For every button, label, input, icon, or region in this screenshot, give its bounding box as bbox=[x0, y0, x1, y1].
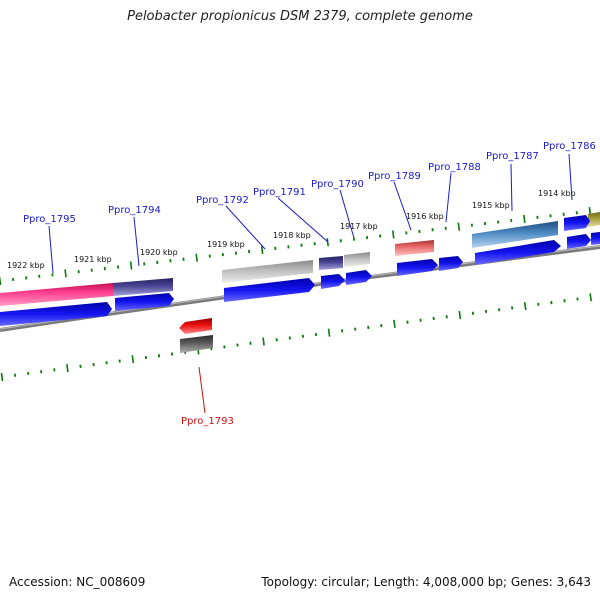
cds-arrow-ppro-1794[interactable] bbox=[115, 293, 174, 311]
major-tick bbox=[523, 302, 527, 311]
forward-scale-ticks bbox=[0, 207, 592, 286]
reverse-scale-ticks bbox=[0, 293, 592, 382]
label-leader-line bbox=[445, 172, 452, 223]
label-leader-line bbox=[198, 366, 206, 414]
major-tick bbox=[131, 355, 135, 364]
scale-label: 1916 kbp bbox=[406, 212, 444, 221]
cds-arrow-ppro-1790[interactable] bbox=[346, 270, 372, 285]
scale-label: 1919 kbp bbox=[207, 240, 245, 249]
major-tick bbox=[262, 337, 265, 346]
scale-label: 1917 kbp bbox=[340, 222, 378, 231]
label-leader-line bbox=[48, 225, 54, 274]
cds-arrow-ppro-1785[interactable] bbox=[591, 232, 600, 245]
major-tick bbox=[393, 319, 396, 328]
scale-label: 1920 kbp bbox=[140, 248, 178, 257]
label-leader-line bbox=[510, 163, 513, 212]
label-leader-line bbox=[225, 205, 266, 250]
gene-label-ppro-1787[interactable]: Ppro_1787 bbox=[486, 151, 539, 162]
feature-block-ppro-1793[interactable] bbox=[180, 335, 213, 353]
major-tick bbox=[457, 222, 461, 231]
cds-arrow-ppro-1791[interactable] bbox=[321, 274, 345, 289]
cds-arrow-ppro-1789[interactable] bbox=[397, 259, 438, 276]
major-tick bbox=[458, 310, 462, 320]
scale-label: 1921 kbp bbox=[74, 255, 112, 264]
cds-arrow-ppro-1795[interactable] bbox=[0, 302, 112, 326]
major-tick bbox=[129, 261, 133, 270]
gene-label-ppro-1789[interactable]: Ppro_1789 bbox=[368, 171, 421, 182]
gene-label-ppro-1786[interactable]: Ppro_1786 bbox=[543, 141, 596, 152]
cds-arrow-ppro-1793[interactable] bbox=[179, 318, 212, 334]
cds-arrow-ppro-1786-upper[interactable] bbox=[564, 215, 590, 231]
feature-block-ppro-1790[interactable] bbox=[344, 252, 370, 267]
accession-label: Accession: NC_008609 bbox=[9, 575, 146, 589]
major-tick bbox=[66, 364, 69, 373]
major-tick bbox=[589, 293, 592, 302]
major-tick bbox=[523, 214, 526, 223]
cds-arrow-ppro-1788[interactable] bbox=[439, 256, 463, 271]
feature-block-ppro-1787[interactable] bbox=[472, 221, 558, 248]
major-tick bbox=[195, 253, 198, 262]
major-tick bbox=[392, 230, 395, 239]
major-tick bbox=[327, 328, 331, 337]
major-tick bbox=[0, 276, 2, 286]
genome-summary: Topology: circular; Length: 4,008,000 bp… bbox=[261, 575, 591, 589]
label-leader-line bbox=[277, 197, 329, 243]
scale-label: 1918 kbp bbox=[273, 231, 311, 240]
feature-block-ppro-1795[interactable] bbox=[0, 283, 113, 306]
major-tick bbox=[64, 269, 67, 278]
gene-label-ppro-1794[interactable]: Ppro_1794 bbox=[108, 205, 161, 216]
major-tick bbox=[260, 245, 264, 254]
cds-arrow-ppro-1787[interactable] bbox=[475, 240, 561, 265]
gene-label-ppro-1793[interactable]: Ppro_1793 bbox=[181, 416, 234, 427]
cds-arrow-ppro-1792[interactable] bbox=[224, 278, 315, 302]
feature-block-ppro-1786[interactable] bbox=[588, 212, 600, 227]
feature-block-ppro-1792[interactable] bbox=[222, 260, 313, 283]
gene-label-ppro-1788[interactable]: Ppro_1788 bbox=[428, 162, 481, 173]
gene-label-ppro-1795[interactable]: Ppro_1795 bbox=[23, 214, 76, 225]
feature-block-ppro-1794[interactable] bbox=[113, 278, 173, 296]
label-leader-line bbox=[133, 216, 140, 267]
label-leader-line bbox=[568, 153, 573, 201]
major-tick bbox=[0, 372, 4, 382]
label-leader-line bbox=[393, 181, 412, 231]
scale-label: 1914 kbp bbox=[538, 189, 576, 198]
scale-label: 1922 kbp bbox=[7, 261, 45, 270]
gene-label-ppro-1791[interactable]: Ppro_1791 bbox=[253, 187, 306, 198]
gene-label-ppro-1790[interactable]: Ppro_1790 bbox=[311, 179, 364, 190]
scale-label: 1915 kbp bbox=[472, 201, 510, 210]
cds-arrow-ppro-1786[interactable] bbox=[567, 234, 591, 249]
label-leader-line bbox=[339, 189, 355, 239]
feature-block-ppro-1789[interactable] bbox=[395, 240, 434, 256]
feature-block-ppro-1791[interactable] bbox=[319, 256, 343, 270]
genome-title: Pelobacter propionicus DSM 2379, complet… bbox=[127, 9, 473, 24]
gene-label-ppro-1792[interactable]: Ppro_1792 bbox=[196, 195, 249, 206]
minor-tick bbox=[236, 343, 239, 347]
